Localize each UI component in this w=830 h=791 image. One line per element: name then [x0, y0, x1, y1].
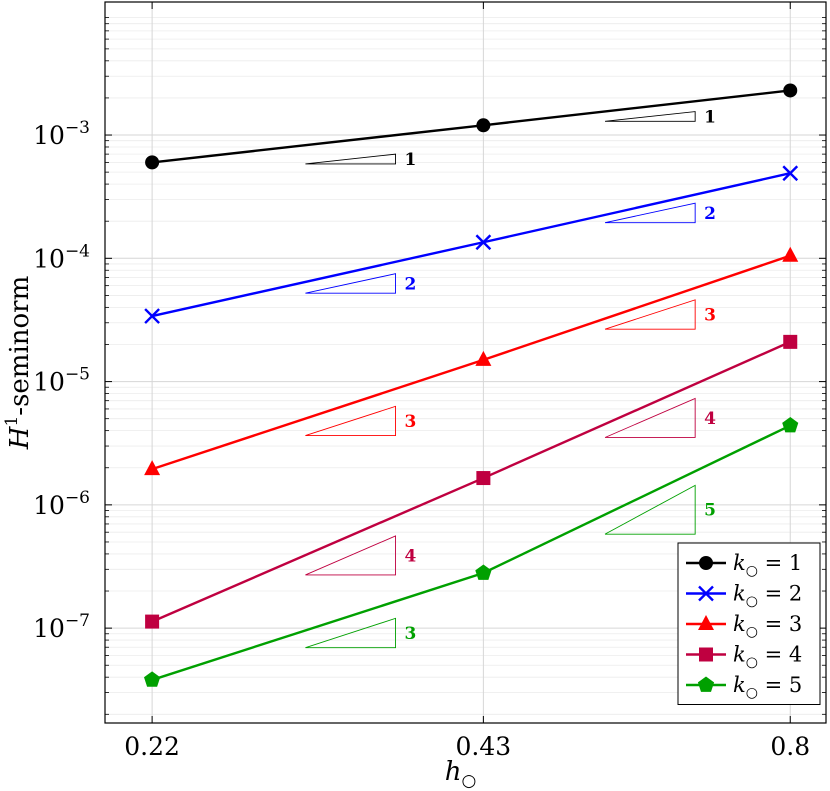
data-point	[144, 308, 160, 324]
legend-label: k○ = 2	[733, 582, 802, 610]
series-group	[144, 83, 799, 687]
slope-label: 3	[405, 624, 417, 644]
plot-frame	[104, 1, 827, 724]
slope-label: 2	[405, 274, 417, 294]
data-point	[782, 417, 799, 433]
y-axis-label: H1-seminorm	[2, 276, 35, 450]
data-point	[476, 471, 491, 486]
legend-marker	[699, 647, 713, 662]
legend-label: k○ = 4	[733, 643, 802, 671]
slope-triangle	[305, 535, 396, 576]
slope-label: 4	[405, 546, 417, 566]
y-tick-label: 10−4	[33, 241, 90, 273]
marker-stroke	[144, 308, 160, 324]
y-tick-label: 10−3	[33, 118, 90, 150]
data-point	[475, 234, 492, 251]
slope-triangle	[305, 273, 396, 294]
legend: k○ = 1 k○ = 2k○ = 3 k○ = 4k○ = 5	[677, 542, 821, 705]
data-point	[783, 83, 798, 98]
y-tick-label: 10−7	[33, 611, 90, 643]
series-line	[151, 172, 791, 318]
x-tick-label: 0.43	[456, 732, 512, 761]
x-tick-label: 0.22	[124, 732, 180, 761]
marker-stroke	[782, 165, 799, 182]
legend-marker	[697, 676, 715, 692]
slope-label: 4	[704, 409, 716, 429]
y-tick-label: 10−6	[33, 488, 90, 520]
legend-marker	[698, 585, 714, 602]
data-point	[144, 671, 161, 687]
legend-marker	[699, 556, 713, 570]
y-tick-label: 10−5	[33, 365, 90, 397]
axis-ticks: 10−3 10−4 10−5 10−6 10−7 0.22 0.43 0.8	[33, 2, 826, 761]
x-tick-label: 0.8	[770, 732, 810, 761]
slope-label: 1	[405, 150, 417, 170]
legend-label: k○ = 5	[733, 673, 802, 701]
slope-triangle	[604, 202, 696, 224]
legend-label: k○ = 3	[733, 612, 802, 640]
legend-label: k○ = 1	[733, 551, 802, 579]
series-line	[151, 89, 791, 164]
data-point	[782, 165, 799, 182]
slope-label: 5	[704, 501, 716, 521]
legend-marker	[698, 615, 714, 630]
slope-triangle	[604, 484, 696, 535]
slope-label: 1	[704, 107, 716, 127]
data-point	[475, 350, 492, 366]
data-point	[783, 334, 798, 349]
data-point	[145, 614, 160, 629]
slope-label: 3	[704, 306, 716, 326]
data-point	[475, 564, 492, 580]
slope-triangle	[604, 111, 696, 122]
marker-stroke	[475, 234, 492, 251]
data-point	[145, 155, 160, 170]
marker-stroke	[698, 585, 714, 602]
slope-triangle	[604, 299, 696, 330]
slope-label: 2	[704, 204, 716, 224]
data-point	[144, 460, 161, 476]
slope-label: 3	[405, 412, 417, 432]
slope-triangle	[604, 397, 696, 438]
slope-triangle	[305, 153, 396, 165]
data-point	[782, 246, 799, 262]
slope-triangles: 1 1 2 2 3 3 4 4 3 5	[305, 107, 716, 649]
data-point	[476, 118, 491, 133]
slope-triangle	[305, 617, 396, 649]
x-axis-label: h○	[445, 757, 477, 791]
slope-triangle	[305, 405, 396, 437]
grid-lines	[105, 2, 826, 723]
